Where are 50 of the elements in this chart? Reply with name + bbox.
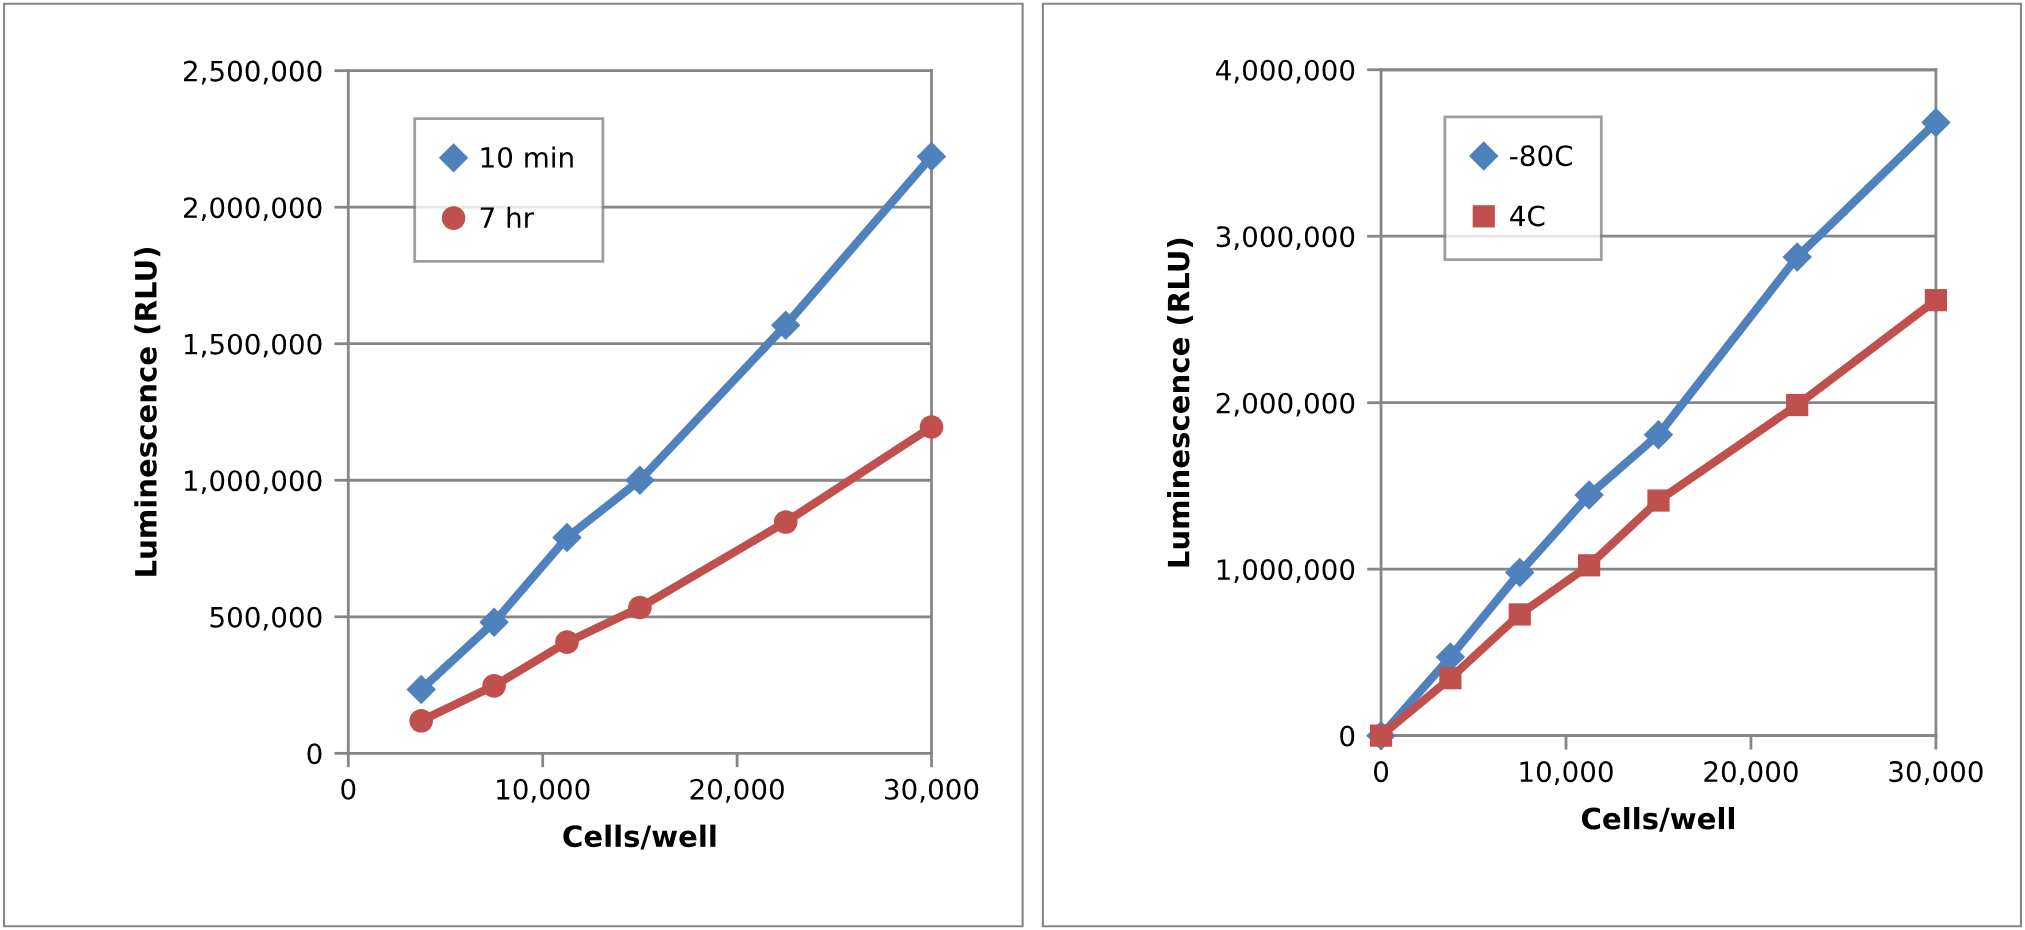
y-tick-label: 0 <box>1340 725 1355 747</box>
y-tick-label: 500,000 <box>210 606 322 631</box>
y-tick-label: 1,000,000 <box>184 470 322 495</box>
point <box>479 607 509 637</box>
y-tick-label: 1,500,000 <box>184 333 322 358</box>
x-tick-label: 0 <box>341 778 356 800</box>
point <box>625 465 655 495</box>
point <box>770 310 801 340</box>
x-tick-label: 30,000 <box>885 778 979 803</box>
point <box>919 415 944 439</box>
x-tick-label: 0 <box>1374 761 1389 783</box>
y-tick-label: 0 <box>307 743 322 765</box>
y-tick-label: 2,000,000 <box>183 197 322 221</box>
x-tick-label: 20,000 <box>690 778 784 803</box>
point <box>409 709 434 733</box>
legend-label: -80C <box>1510 145 1573 167</box>
point <box>1786 393 1809 417</box>
y-tick-label: 2,500,000 <box>183 60 322 85</box>
point <box>1574 480 1604 510</box>
point <box>1505 557 1535 588</box>
point <box>1439 667 1462 690</box>
y-axis-title: Luminescence (RLU) <box>134 247 161 576</box>
point <box>1782 242 1812 272</box>
y-axis-title: Luminescence (RLU) <box>1167 238 1194 567</box>
y-tick-label: 4,000,000 <box>1216 59 1355 84</box>
point <box>1578 554 1601 577</box>
point <box>1921 107 1951 138</box>
point <box>555 630 579 654</box>
legend-label: 4C <box>1510 205 1545 227</box>
x-axis-title: Cells/well <box>563 824 716 850</box>
point <box>1643 419 1674 450</box>
point <box>1508 603 1531 626</box>
legend-label: 7 hr <box>480 206 535 228</box>
point <box>552 522 582 553</box>
y-tick-label: 2,000,000 <box>1216 392 1355 417</box>
y-tick-label: 3,000,000 <box>1216 226 1355 250</box>
point <box>482 674 506 698</box>
x-tick-label: 20,000 <box>1704 761 1798 785</box>
point <box>773 510 798 534</box>
point <box>406 674 436 705</box>
legend-label: 10 min <box>481 146 573 168</box>
x-tick-label: 10,000 <box>497 778 590 803</box>
x-axis-title: Cells/well <box>1581 806 1734 832</box>
point <box>1647 489 1670 512</box>
x-tick-label: 10,000 <box>1520 761 1613 785</box>
x-tick-label: 30,000 <box>1889 761 1983 785</box>
y-tick-label: 1,000,000 <box>1217 559 1355 583</box>
point <box>916 141 947 172</box>
point <box>628 595 652 620</box>
point <box>1924 289 1948 312</box>
